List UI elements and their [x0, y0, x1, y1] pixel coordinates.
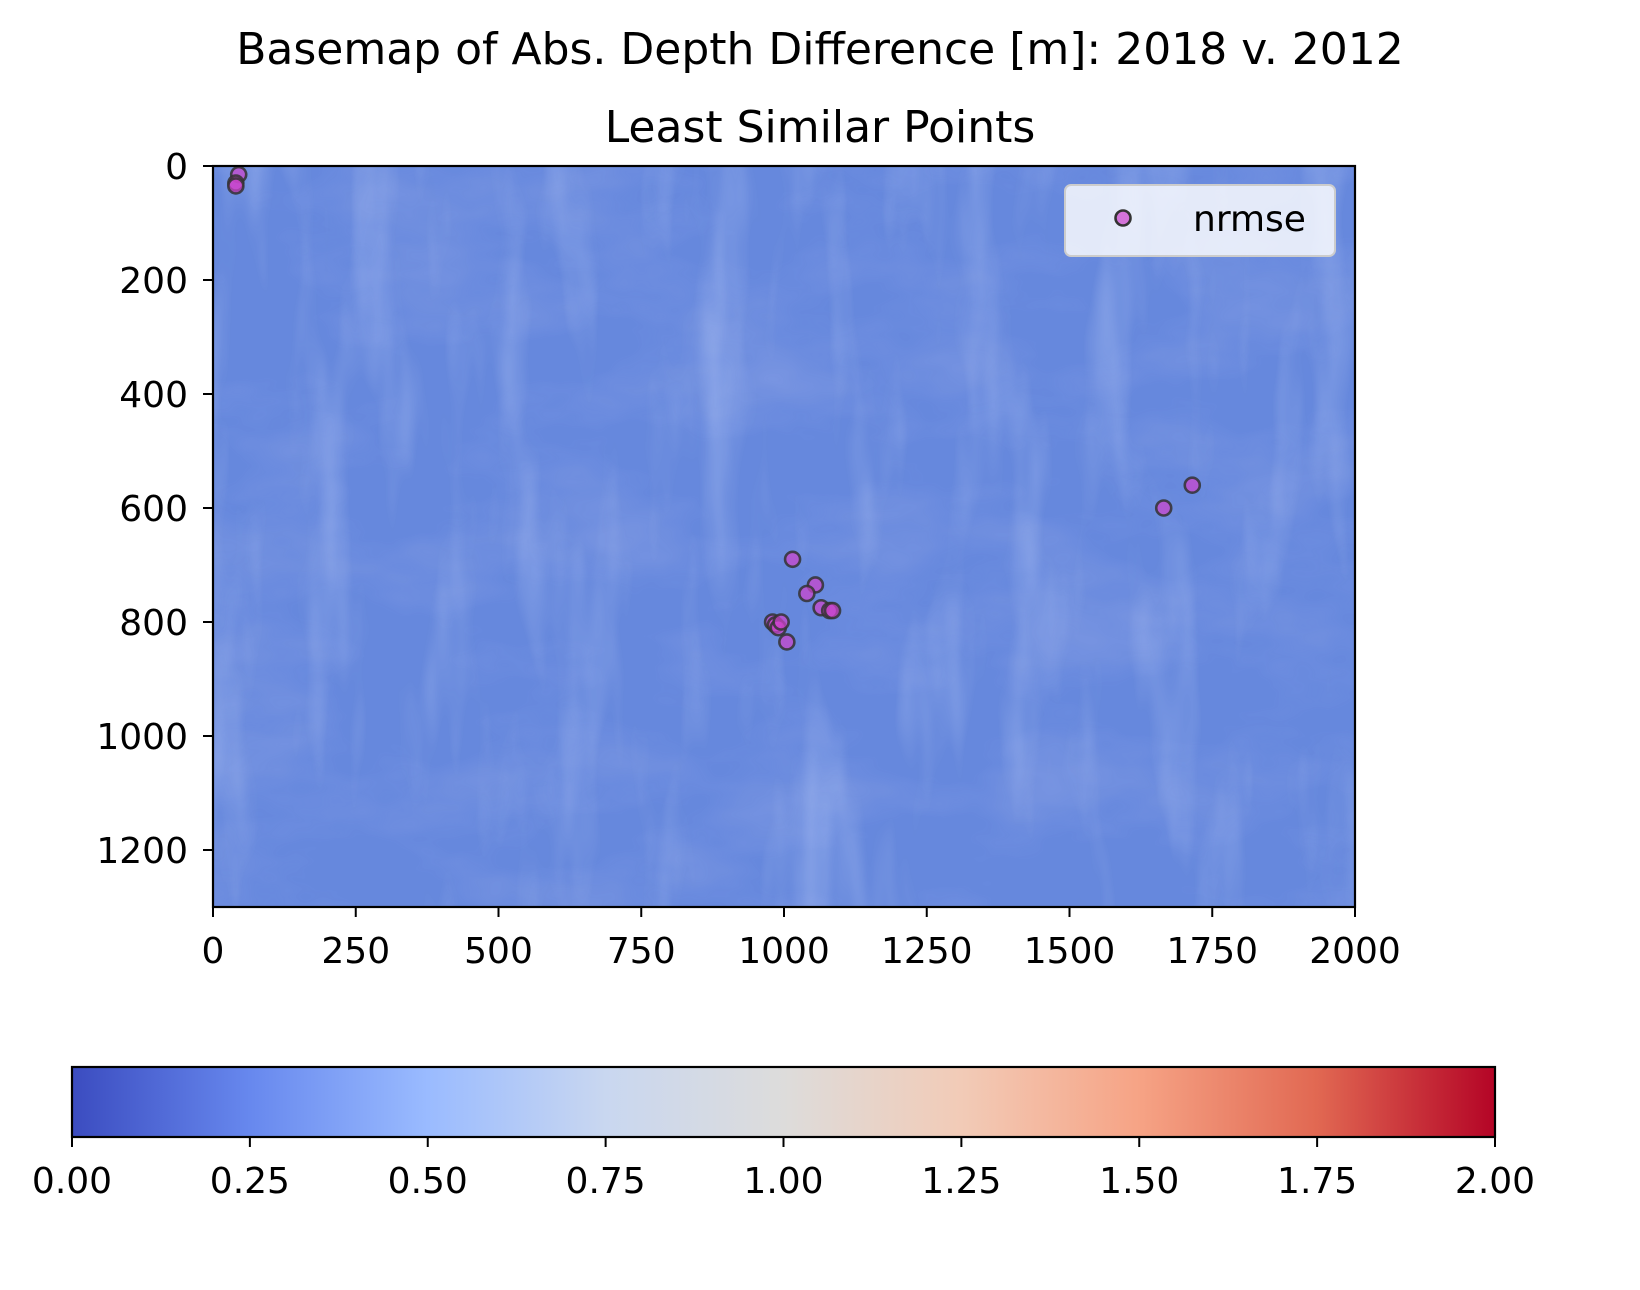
legend-marker-nrmse: [1114, 209, 1132, 227]
plot-area: [211, 164, 1357, 909]
data-point: [783, 550, 802, 569]
y-tick-label: 1000: [96, 717, 188, 758]
colorbar-ticks: 0.00 0.25 0.50 0.75 1.00 1.25 1.50 1.75 2.00: [32, 1137, 1535, 1202]
chart-subtitle: Least Similar Points: [604, 102, 1036, 153]
x-tick-label: 1750: [1166, 931, 1258, 972]
x-tick-label: 1250: [881, 931, 973, 972]
data-point: [772, 613, 790, 631]
colorbar-tick-label: 1.00: [743, 1161, 823, 1202]
y-tick-label: 0: [165, 147, 188, 188]
y-tick-label: 400: [119, 375, 188, 416]
colorbar-tick-label: 1.50: [1099, 1161, 1179, 1202]
data-point: [227, 177, 245, 195]
x-tick-label: 500: [464, 931, 533, 972]
x-tick-label: 750: [607, 931, 676, 972]
colorbar-tick-label: 0.75: [566, 1161, 646, 1202]
y-tick-label: 800: [119, 603, 188, 644]
data-point: [1183, 476, 1202, 495]
data-point: [823, 601, 842, 620]
colorbar-tick-label: 2.00: [1455, 1161, 1535, 1202]
chart-title: Basemap of Abs. Depth Difference [m]: 20…: [236, 24, 1404, 75]
colorbar-tick-label: 0.50: [388, 1161, 468, 1202]
scatter-points: [227, 165, 1202, 651]
y-tick-label: 200: [119, 261, 188, 302]
x-axis: 0 250 500 750 1000 1250 1500 1750 2000: [202, 907, 1401, 972]
data-point: [778, 633, 796, 651]
colorbar-tick-label: 0.00: [32, 1161, 112, 1202]
x-tick-label: 1500: [1024, 931, 1116, 972]
y-tick-label: 1200: [96, 831, 188, 872]
basemap-texture-light: [213, 166, 1355, 907]
colorbar: 0.00 0.25 0.50 0.75 1.00 1.25 1.50 1.75 2.00: [32, 1065, 1535, 1202]
data-point: [798, 584, 816, 603]
y-axis: 0 200 400 600 800 1000 1200: [96, 147, 213, 872]
legend-box: [1064, 184, 1336, 257]
colorbar-tick-label: 0.25: [210, 1161, 290, 1202]
data-point: [1154, 499, 1173, 517]
legend: nrmse: [1064, 184, 1336, 257]
y-tick-label: 600: [119, 489, 188, 530]
colorbar-tick-label: 1.75: [1277, 1161, 1357, 1202]
x-tick-label: 250: [321, 931, 390, 972]
colorbar-gradient: [70, 1065, 1497, 1139]
x-tick-label: 2000: [1309, 931, 1401, 972]
x-tick-label: 1000: [738, 931, 830, 972]
legend-label-nrmse: nrmse: [1193, 199, 1306, 240]
x-tick-label: 0: [202, 931, 225, 972]
colorbar-tick-label: 1.25: [921, 1161, 1001, 1202]
